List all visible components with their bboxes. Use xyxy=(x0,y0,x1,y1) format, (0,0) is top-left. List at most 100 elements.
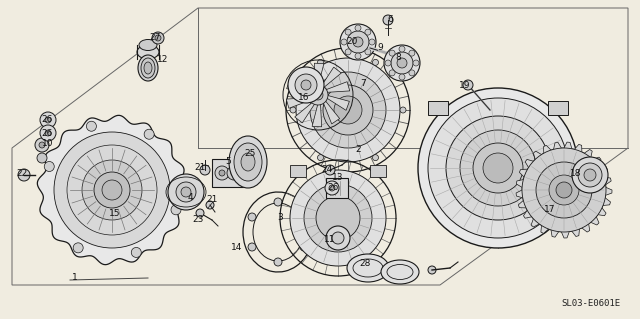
Circle shape xyxy=(556,182,572,198)
Circle shape xyxy=(389,50,395,56)
Text: 23: 23 xyxy=(192,216,204,225)
Circle shape xyxy=(131,248,141,257)
Text: 1: 1 xyxy=(72,273,78,283)
Text: 2: 2 xyxy=(355,145,361,154)
Polygon shape xyxy=(296,66,313,90)
Circle shape xyxy=(334,96,362,124)
Ellipse shape xyxy=(141,58,155,78)
Circle shape xyxy=(389,70,395,76)
Circle shape xyxy=(572,157,608,193)
Circle shape xyxy=(353,37,363,47)
Circle shape xyxy=(296,58,400,162)
Text: 16: 16 xyxy=(298,93,310,101)
Bar xyxy=(428,101,448,115)
Circle shape xyxy=(355,25,361,31)
Circle shape xyxy=(215,166,229,180)
Circle shape xyxy=(397,58,407,68)
Circle shape xyxy=(73,243,83,253)
Circle shape xyxy=(44,161,54,172)
Polygon shape xyxy=(323,100,340,124)
Circle shape xyxy=(341,39,347,45)
Text: 5: 5 xyxy=(225,158,231,167)
Text: 12: 12 xyxy=(157,56,169,64)
Circle shape xyxy=(584,169,596,181)
Circle shape xyxy=(300,213,308,221)
Circle shape xyxy=(463,80,473,90)
Circle shape xyxy=(325,165,335,175)
Text: 17: 17 xyxy=(544,205,556,214)
Text: 26: 26 xyxy=(42,115,52,124)
Circle shape xyxy=(231,170,237,176)
Circle shape xyxy=(171,205,181,215)
Circle shape xyxy=(304,184,372,252)
Text: 26: 26 xyxy=(42,129,52,137)
Circle shape xyxy=(45,130,51,136)
Ellipse shape xyxy=(139,40,157,50)
Polygon shape xyxy=(295,101,316,123)
Circle shape xyxy=(365,49,371,55)
Bar xyxy=(212,159,244,187)
Circle shape xyxy=(446,116,550,220)
Circle shape xyxy=(559,164,567,172)
Circle shape xyxy=(428,266,436,274)
Circle shape xyxy=(39,142,45,148)
Circle shape xyxy=(227,166,241,180)
Text: 24: 24 xyxy=(321,166,333,174)
Text: 22: 22 xyxy=(17,169,28,179)
Bar xyxy=(326,178,348,198)
Circle shape xyxy=(316,196,360,240)
Circle shape xyxy=(310,72,386,148)
Polygon shape xyxy=(286,98,312,108)
Circle shape xyxy=(473,143,523,193)
Ellipse shape xyxy=(241,153,255,171)
Circle shape xyxy=(409,70,415,76)
Text: 20: 20 xyxy=(346,36,358,46)
Text: 21: 21 xyxy=(206,196,218,204)
Circle shape xyxy=(400,107,406,113)
Ellipse shape xyxy=(381,260,419,284)
Text: 10: 10 xyxy=(42,138,54,147)
Circle shape xyxy=(345,49,351,55)
Ellipse shape xyxy=(229,136,267,188)
Circle shape xyxy=(219,170,225,176)
Circle shape xyxy=(290,107,296,113)
Circle shape xyxy=(18,169,30,181)
Circle shape xyxy=(369,39,375,45)
Circle shape xyxy=(288,67,324,103)
Polygon shape xyxy=(516,142,612,238)
Circle shape xyxy=(168,174,204,210)
Circle shape xyxy=(567,164,575,172)
Circle shape xyxy=(37,153,47,163)
Circle shape xyxy=(295,74,317,96)
Circle shape xyxy=(385,60,391,66)
Text: 13: 13 xyxy=(332,174,344,182)
Circle shape xyxy=(144,129,154,139)
Text: 28: 28 xyxy=(359,259,371,269)
Circle shape xyxy=(399,74,405,80)
Polygon shape xyxy=(324,82,349,93)
Ellipse shape xyxy=(138,55,158,81)
Circle shape xyxy=(206,201,214,209)
Circle shape xyxy=(274,198,282,206)
Polygon shape xyxy=(312,103,322,127)
Circle shape xyxy=(340,24,376,60)
Circle shape xyxy=(536,162,592,218)
Ellipse shape xyxy=(137,45,159,59)
Text: 3: 3 xyxy=(277,213,283,222)
Polygon shape xyxy=(37,115,187,265)
Circle shape xyxy=(326,226,350,250)
Circle shape xyxy=(325,181,339,195)
Circle shape xyxy=(317,155,323,161)
Circle shape xyxy=(409,50,415,56)
Ellipse shape xyxy=(234,143,262,181)
Circle shape xyxy=(522,148,606,232)
Circle shape xyxy=(578,163,602,187)
Circle shape xyxy=(483,153,513,183)
Text: 27: 27 xyxy=(149,33,161,41)
Polygon shape xyxy=(287,80,310,95)
Circle shape xyxy=(391,52,413,74)
Text: 11: 11 xyxy=(324,235,336,244)
Circle shape xyxy=(181,187,191,197)
Circle shape xyxy=(300,243,308,251)
Polygon shape xyxy=(321,67,341,88)
